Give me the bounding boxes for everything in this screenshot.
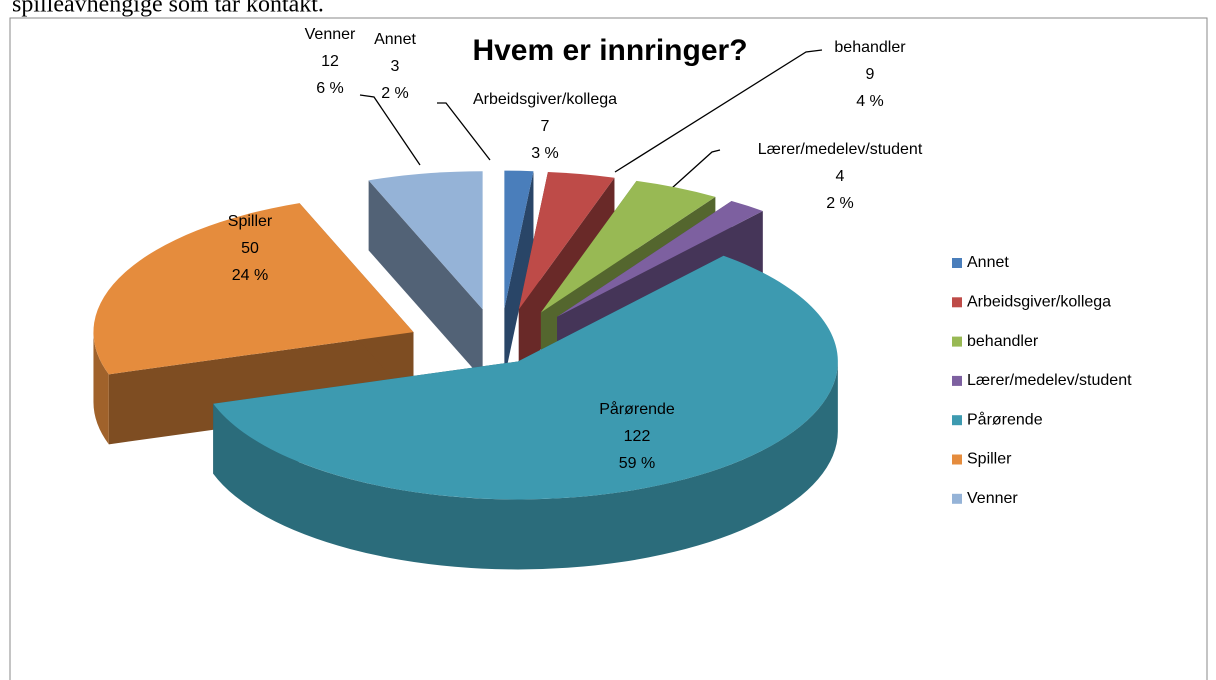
data-label-value: 122 (624, 428, 651, 445)
leader-line (614, 49, 823, 173)
slice (540, 180, 716, 313)
slice (518, 171, 615, 310)
data-label-name: Spiller (228, 213, 273, 230)
legend-label: Lærer/medelev/student (967, 372, 1132, 389)
slice (93, 203, 414, 375)
slice (557, 201, 763, 317)
data-label-value: 9 (866, 66, 875, 83)
slice-side (504, 171, 534, 379)
legend-swatch (952, 258, 962, 268)
slice-wall (93, 332, 109, 445)
legend-label: Venner (967, 490, 1018, 507)
chart-title: Hvem er innringer? (472, 34, 747, 67)
data-label-percent: 2 % (826, 195, 854, 212)
data-label-name: Annet (374, 31, 416, 48)
legend-label: Annet (967, 254, 1009, 271)
leader-line (671, 149, 721, 189)
data-label-value: 7 (541, 118, 550, 135)
legend-swatch (952, 336, 962, 347)
data-label-name: behandler (834, 39, 906, 56)
legend-swatch (952, 493, 962, 504)
data-label-percent: 59 % (619, 455, 655, 472)
labels: Annet 3 2 % Arbeidsgiver/kollega 7 3 % behandl… (228, 26, 923, 472)
data-label-value: 4 (836, 168, 845, 185)
data-label-name: Lærer/medelev/student (758, 141, 923, 158)
data-label-percent: 6 % (316, 80, 344, 97)
legend-label: behandler (967, 333, 1039, 350)
slice-wall (213, 361, 838, 570)
data-label-value: 50 (241, 240, 259, 257)
data-label-percent: 3 % (531, 145, 559, 162)
data-label-name: Venner (305, 26, 356, 43)
legend-swatch (952, 297, 962, 308)
legend-label: Pårørende (967, 410, 1043, 428)
legend-swatch (952, 454, 962, 465)
data-label-name: Pårørende (599, 400, 675, 418)
data-label-name: Arbeidsgiver/kollega (473, 91, 617, 108)
slice-side (368, 180, 483, 380)
pie (93, 170, 838, 570)
data-label-value: 3 (391, 58, 400, 75)
leader-line (437, 102, 491, 161)
data-label-percent: 4 % (856, 93, 884, 110)
legend-label: Arbeidsgiver/kollega (967, 294, 1111, 311)
legend: Annet Arbeidsgiver/kollega behandler Lærer/… (952, 254, 1132, 507)
slice (368, 171, 483, 310)
legend-swatch (952, 375, 962, 386)
data-label-percent: 24 % (232, 267, 268, 284)
leader-line (359, 94, 421, 166)
slice (504, 170, 534, 309)
legend-swatch (952, 415, 962, 426)
data-label-value: 12 (321, 53, 339, 70)
header-text: spilleavhengige som tar kontakt. (12, 0, 324, 18)
slice (213, 255, 838, 500)
data-label-percent: 2 % (381, 85, 409, 102)
slice-side (108, 332, 414, 445)
legend-label: Spiller (967, 451, 1012, 468)
